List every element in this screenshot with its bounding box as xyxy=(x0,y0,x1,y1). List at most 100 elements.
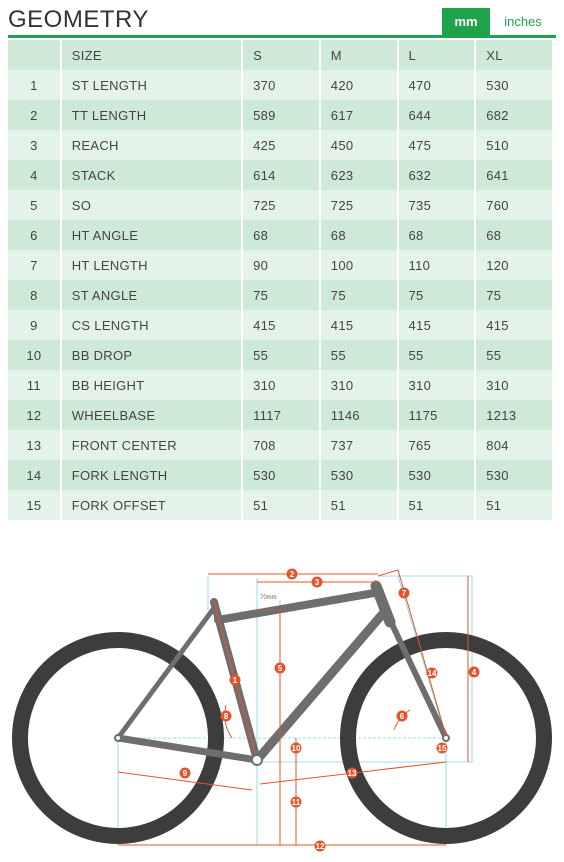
header-s: S xyxy=(243,40,319,70)
row-label: TT LENGTH xyxy=(61,100,242,130)
table-row: 11 BB HEIGHT 310 310 310 310 xyxy=(8,370,552,400)
size-value-cell: 530 xyxy=(476,70,552,100)
size-value-cell: 75 xyxy=(320,280,397,310)
row-number: 2 xyxy=(8,100,60,130)
rear-wheel xyxy=(12,632,224,844)
size-value-cell: 75 xyxy=(476,280,552,310)
marker-15: 15 xyxy=(436,742,448,754)
table-row: 12 WHEELBASE 1117 1146 1175 1213 xyxy=(8,400,552,430)
table-row: 2 TT LENGTH 589 617 644 682 xyxy=(8,100,552,130)
size-value-cell: 470 xyxy=(398,70,475,100)
row-number: 14 xyxy=(8,460,60,490)
size-value-cell: 310 xyxy=(320,370,397,400)
row-label: ST ANGLE xyxy=(61,280,242,310)
row-number: 11 xyxy=(8,370,60,400)
size-value-cell: 55 xyxy=(476,340,552,370)
size-value-cell: 51 xyxy=(398,490,475,520)
size-value-cell: 1146 xyxy=(320,400,397,430)
row-number: 4 xyxy=(8,160,60,190)
table-row: 7 HT LENGTH 90 100 110 120 xyxy=(8,250,552,280)
size-value-cell: 100 xyxy=(320,250,397,280)
unit-inches-button[interactable]: inches xyxy=(504,14,542,29)
marker-6: 6 xyxy=(396,710,408,722)
size-value-cell: 55 xyxy=(320,340,397,370)
row-number: 9 xyxy=(8,310,60,340)
header-m: M xyxy=(320,40,397,70)
size-value-cell: 530 xyxy=(476,460,552,490)
marker-8: 8 xyxy=(220,710,232,722)
table-row: 13 FRONT CENTER 708 737 765 804 xyxy=(8,430,552,460)
size-value-cell: 450 xyxy=(320,130,397,160)
row-number: 6 xyxy=(8,220,60,250)
marker-11: 11 xyxy=(290,796,302,808)
row-number: 10 xyxy=(8,340,60,370)
marker-7: 7 xyxy=(398,587,410,599)
bike-frame xyxy=(114,580,450,766)
svg-text:1: 1 xyxy=(233,676,238,685)
row-label: HT LENGTH xyxy=(61,250,242,280)
svg-text:6: 6 xyxy=(400,712,405,721)
row-label: BB HEIGHT xyxy=(61,370,242,400)
row-number: 7 xyxy=(8,250,60,280)
row-label: REACH xyxy=(61,130,242,160)
svg-text:13: 13 xyxy=(348,769,357,778)
size-value-cell: 415 xyxy=(398,310,475,340)
row-label: BB DROP xyxy=(61,340,242,370)
header-blank-cell xyxy=(8,40,60,70)
row-label: WHEELBASE xyxy=(61,400,242,430)
size-value-cell: 760 xyxy=(476,190,552,220)
size-value-cell: 530 xyxy=(320,460,397,490)
size-value-cell: 623 xyxy=(320,160,397,190)
row-label: STACK xyxy=(61,160,242,190)
size-value-cell: 641 xyxy=(476,160,552,190)
table-row: 10 BB DROP 55 55 55 55 xyxy=(8,340,552,370)
size-value-cell: 75 xyxy=(398,280,475,310)
size-value-cell: 310 xyxy=(476,370,552,400)
svg-text:7: 7 xyxy=(402,589,407,598)
size-value-cell: 530 xyxy=(398,460,475,490)
size-value-cell: 644 xyxy=(398,100,475,130)
row-label: ST LENGTH xyxy=(61,70,242,100)
size-value-cell: 614 xyxy=(243,160,319,190)
size-value-cell: 632 xyxy=(398,160,475,190)
size-value-cell: 75 xyxy=(243,280,319,310)
size-value-cell: 55 xyxy=(398,340,475,370)
size-value-cell: 1213 xyxy=(476,400,552,430)
marker-4: 4 xyxy=(468,666,480,678)
svg-text:8: 8 xyxy=(224,712,229,721)
marker-14: 14 xyxy=(426,667,438,679)
size-value-cell: 415 xyxy=(320,310,397,340)
table-row: 5 SO 725 725 735 760 xyxy=(8,190,552,220)
size-value-cell: 617 xyxy=(320,100,397,130)
row-label: FRONT CENTER xyxy=(61,430,242,460)
size-value-cell: 51 xyxy=(243,490,319,520)
geometry-table: SIZE S M L XL 1 ST LENGTH 370 420 470 530 2 TT … xyxy=(6,40,554,520)
size-value-cell: 530 xyxy=(243,460,319,490)
size-value-cell: 310 xyxy=(243,370,319,400)
svg-text:14: 14 xyxy=(428,669,437,678)
table-row: 14 FORK LENGTH 530 530 530 530 xyxy=(8,460,552,490)
marker-12: 12 xyxy=(314,840,326,852)
size-value-cell: 55 xyxy=(243,340,319,370)
marker-1: 1 xyxy=(229,674,241,686)
row-label: FORK LENGTH xyxy=(61,460,242,490)
svg-text:9: 9 xyxy=(183,769,188,778)
size-value-cell: 510 xyxy=(476,130,552,160)
marker-10: 10 xyxy=(290,742,302,754)
marker-2: 2 xyxy=(286,568,298,580)
row-number: 3 xyxy=(8,130,60,160)
header-l: L xyxy=(398,40,475,70)
size-value-cell: 425 xyxy=(243,130,319,160)
size-value-cell: 708 xyxy=(243,430,319,460)
table-row: 3 REACH 425 450 475 510 xyxy=(8,130,552,160)
size-value-cell: 1117 xyxy=(243,400,319,430)
size-value-cell: 51 xyxy=(476,490,552,520)
svg-text:2: 2 xyxy=(290,570,295,579)
size-value-cell: 1175 xyxy=(398,400,475,430)
size-value-cell: 735 xyxy=(398,190,475,220)
geometry-header: GEOMETRY mm inches xyxy=(8,6,556,38)
unit-mm-button[interactable]: mm xyxy=(442,8,490,35)
table-row: 9 CS LENGTH 415 415 415 415 xyxy=(8,310,552,340)
